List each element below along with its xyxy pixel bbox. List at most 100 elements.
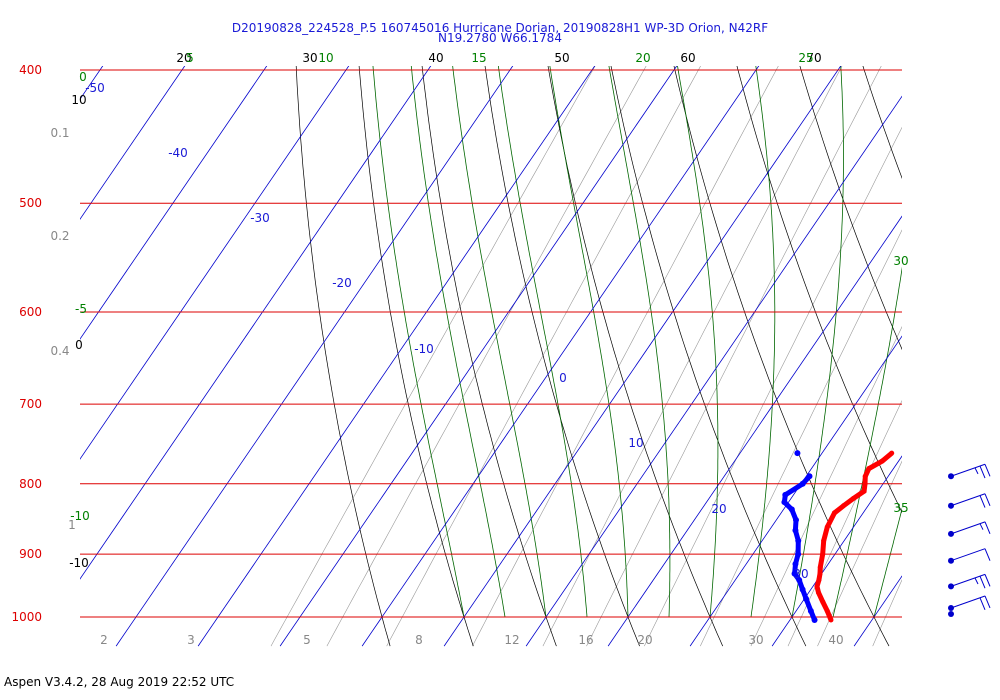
dewpoint-point <box>799 586 806 593</box>
temperature-profile <box>814 451 894 621</box>
temperature-point <box>889 450 895 456</box>
mixing-ratio-label: 5 <box>303 633 311 647</box>
wind-barb-flag <box>984 574 991 587</box>
pressure-label: 700 <box>19 397 42 411</box>
mixing-ratio-line <box>817 460 902 647</box>
dry-adiabat-line <box>547 66 724 647</box>
temperature-point <box>816 577 822 583</box>
wind-barb-shaft <box>950 595 986 609</box>
wind-barb-flag <box>979 495 986 508</box>
isotherm-label: -40 <box>168 146 188 160</box>
isotherm-line <box>80 66 268 340</box>
moist-adiabat-label: 20 <box>635 51 650 65</box>
pressure-label: 800 <box>19 477 42 491</box>
dry-adiabat-label: 0 <box>75 338 83 352</box>
dewpoint-point <box>799 480 806 487</box>
isotherm-line <box>607 215 902 647</box>
moist-adiabat-label: 25 <box>798 51 813 65</box>
mixing-ratio-line <box>913 39 1000 646</box>
temperature-point <box>820 599 826 605</box>
mixing-ratio-line <box>270 66 596 647</box>
wind-barb-flag <box>984 464 991 477</box>
wind-barb-shaft <box>950 548 986 562</box>
moist-adiabat-line <box>497 66 588 618</box>
temperature-point <box>866 466 872 472</box>
temperature-point <box>821 538 827 544</box>
dry-adiabat-line <box>295 66 391 647</box>
isotherm-label: -50 <box>85 81 105 95</box>
mixing-ratio-label: 0.1 <box>50 126 69 140</box>
moist-adiabat-line <box>832 266 902 618</box>
dewpoint-point <box>782 491 789 498</box>
isotherm-line <box>361 66 760 647</box>
mixing-ratio-label: 3 <box>187 633 195 647</box>
dry-adiabat-label: 40 <box>428 51 443 65</box>
moist-adiabat-line <box>549 66 629 618</box>
moist-adiabat-label: -10 <box>70 509 90 523</box>
dry-adiabat-label: 60 <box>680 51 695 65</box>
pressure-label: 1000 <box>11 610 42 624</box>
isotherm-line <box>80 66 432 580</box>
dry-adiabat-label: 10 <box>71 93 86 107</box>
dewpoint-point <box>811 616 818 623</box>
dry-adiabat-label: 50 <box>554 51 569 65</box>
wind-barb-flag <box>984 521 991 535</box>
wind-barb-shaft <box>950 521 986 535</box>
dewpoint-point <box>796 577 803 584</box>
isotherm-line <box>115 66 514 647</box>
moist-adiabat-label: 0 <box>79 70 87 84</box>
isotherm-line <box>80 66 350 460</box>
mixing-ratio-label: 2 <box>100 633 108 647</box>
temperature-point <box>817 571 823 577</box>
dewpoint-point <box>795 551 802 558</box>
isotherm-line <box>197 66 596 647</box>
moist-adiabat-line <box>677 66 719 618</box>
wind-barb-flag <box>984 548 991 561</box>
dewpoint-point <box>806 473 813 480</box>
isotherm-label: 0 <box>559 371 567 385</box>
temperature-point <box>820 551 826 557</box>
pressure-label: 900 <box>19 547 42 561</box>
mixing-ratio-label: 20 <box>637 633 652 647</box>
dry-adiabat-line <box>862 66 902 179</box>
dewpoint-point <box>794 450 801 457</box>
dry-adiabat-line <box>421 66 557 647</box>
temperature-point <box>850 496 856 502</box>
dry-adiabat-label: -10 <box>69 556 89 570</box>
mixing-ratio-label: 0.4 <box>50 344 69 358</box>
isotherm-label: 10 <box>628 436 643 450</box>
isotherm-line <box>279 66 678 647</box>
dry-adiabat-line <box>799 66 902 351</box>
moist-adiabat-line <box>452 66 547 618</box>
isotherm-label: -30 <box>250 211 270 225</box>
mixing-ratio-label: 16 <box>578 633 593 647</box>
moist-adiabat-label: 30 <box>893 254 908 268</box>
isotherm-line <box>525 95 902 647</box>
pressure-label: 500 <box>19 196 42 210</box>
dry-adiabat-line <box>673 66 890 647</box>
temperature-point <box>840 503 846 509</box>
wind-barb-half <box>974 467 979 475</box>
wind-barb-station <box>948 611 954 618</box>
isotherm-label: 20 <box>711 502 726 516</box>
wind-barb-shaft <box>950 493 986 507</box>
wind-barb-flag <box>984 595 991 609</box>
temperature-point <box>862 481 868 487</box>
moist-adiabat-line <box>873 507 902 618</box>
mixing-ratio-line <box>644 126 902 647</box>
wind-barb-half <box>979 523 984 530</box>
mixing-ratio-line <box>386 66 701 647</box>
mixing-ratio-line <box>326 66 647 647</box>
mixing-ratio-label: 30 <box>748 633 763 647</box>
dewpoint-point <box>803 595 810 602</box>
wind-barb-flag <box>979 575 986 589</box>
dewpoint-point <box>807 608 814 615</box>
dewpoint-point <box>795 537 802 544</box>
temperature-point <box>816 590 822 596</box>
moist-adiabat-line <box>410 66 506 618</box>
chart-title: D20190828_224528_P.5 160745016 Hurricane… <box>231 21 769 35</box>
mixing-ratio-line <box>472 66 779 647</box>
dewpoint-point <box>792 560 799 567</box>
mixing-ratio-label: 0.2 <box>50 229 69 243</box>
